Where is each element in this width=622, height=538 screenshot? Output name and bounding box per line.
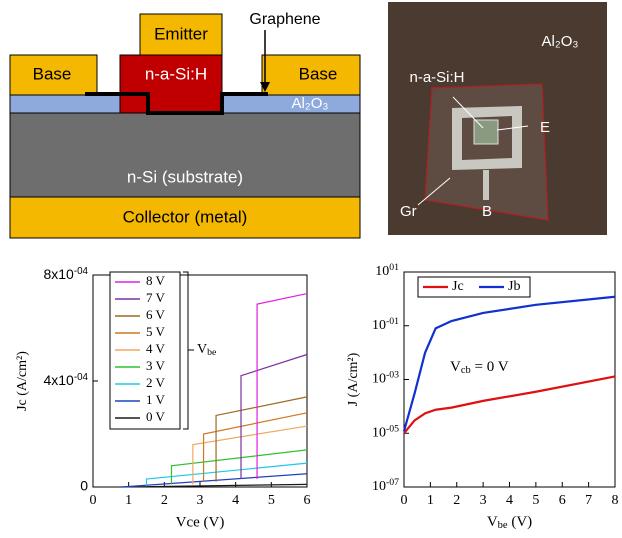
text-part: 10 (375, 264, 389, 279)
y-axis-title: Jc (A/cm²) (15, 351, 30, 411)
legend-label: Jc (452, 279, 464, 294)
text-part: 8x10 (43, 266, 74, 282)
series-line (147, 463, 308, 486)
text-part: -07 (386, 477, 399, 488)
text-part: -04 (74, 372, 89, 383)
legend-label: 7 V (146, 290, 166, 305)
x-axis-title: Vbe (V) (487, 514, 532, 531)
text-part: be (498, 520, 508, 531)
y-tick-label: 1001 (375, 262, 399, 279)
label: n-a-Si:H (145, 64, 207, 83)
label: Gr (400, 203, 417, 220)
text-part: 01 (389, 262, 399, 273)
x-tick-label: 2 (161, 493, 168, 508)
legend-label: 4 V (146, 341, 166, 356)
x-tick-label: 5 (532, 493, 539, 508)
text-part: -05 (386, 424, 399, 435)
legend-label: 6 V (146, 307, 166, 322)
legend-label: 0 V (146, 409, 166, 424)
text-part: = 0 V (471, 359, 509, 375)
x-axis-title: Vce (V) (176, 514, 225, 530)
label: Al₂O₃ (292, 95, 329, 112)
annotation: Vbe (197, 342, 217, 358)
y-tick-label: 0 (80, 478, 88, 494)
figure: Emitter Graphene Base n-a-Si:H Base Al₂O… (0, 0, 622, 538)
y-tick-label: 10-03 (372, 370, 399, 387)
y-tick-label: 4x10-04 (43, 372, 88, 388)
text-part: (V) (508, 514, 533, 530)
label: E (540, 119, 550, 136)
legend-label: 3 V (146, 358, 166, 373)
series-line (193, 426, 307, 484)
text-part: 10 (372, 479, 386, 494)
schematic: Emitter Graphene Base n-a-Si:H Base Al₂O… (10, 11, 360, 238)
x-tick-label: 5 (268, 493, 275, 508)
micrograph: Al₂O₃ n-a-Si:H E Gr B (388, 2, 607, 235)
x-tick-label: 6 (559, 493, 566, 508)
x-tick-label: 8 (612, 493, 619, 508)
emitter-pad (474, 120, 498, 144)
x-tick-label: 0 (90, 493, 97, 508)
text-part: cb (461, 365, 471, 376)
label: Al₂O₃ (542, 33, 579, 50)
legend-label: 1 V (146, 392, 166, 407)
text-part: be (207, 347, 217, 358)
y-tick-label: 10-07 (372, 477, 399, 494)
y-axis-title: J (A/cm²) (346, 352, 361, 406)
label: Emitter (154, 24, 208, 43)
legend-label: Jb (508, 279, 520, 294)
x-tick-label: 3 (197, 493, 204, 508)
x-tick-label: 2 (453, 493, 460, 508)
label: n-Si (substrate) (127, 167, 243, 186)
legend-bracket (183, 272, 194, 429)
label: Base (299, 64, 338, 83)
x-tick-label: 1 (125, 493, 132, 508)
text-part: 4x10 (43, 372, 74, 388)
lead (483, 170, 489, 200)
x-tick-label: 1 (427, 493, 434, 508)
label: n-a-Si:H (409, 69, 464, 86)
text-part: 10 (372, 318, 386, 333)
annotation: Vcb = 0 V (450, 359, 509, 376)
y-tick-label: 8x10-04 (43, 266, 88, 282)
series-line (241, 355, 307, 480)
legend-label: 5 V (146, 324, 166, 339)
legend-label: 2 V (146, 375, 166, 390)
text-part: V (487, 514, 498, 530)
text-part: 10 (372, 425, 386, 440)
label: B (482, 203, 492, 220)
text-part: -03 (386, 370, 399, 381)
text-part: V (450, 359, 461, 375)
series-line (216, 397, 307, 482)
y-tick-label: 10-05 (372, 424, 399, 441)
plot-frame (404, 272, 615, 487)
y-tick-label: 10-01 (372, 316, 399, 333)
text-part: -01 (386, 316, 399, 327)
x-tick-label: 7 (585, 493, 592, 508)
label: Graphene (249, 11, 320, 28)
legend-label: 8 V (146, 273, 166, 288)
series-line (404, 376, 615, 433)
text-part: 10 (372, 372, 386, 387)
x-tick-label: 6 (304, 493, 311, 508)
label: Base (33, 64, 72, 83)
label: Collector (metal) (123, 207, 248, 226)
x-tick-label: 3 (480, 493, 487, 508)
x-tick-label: 4 (506, 493, 513, 508)
text-part: V (197, 342, 207, 357)
text-part: -04 (74, 266, 89, 277)
x-tick-label: 0 (401, 493, 408, 508)
series-line (404, 297, 615, 431)
x-tick-label: 4 (232, 493, 239, 508)
